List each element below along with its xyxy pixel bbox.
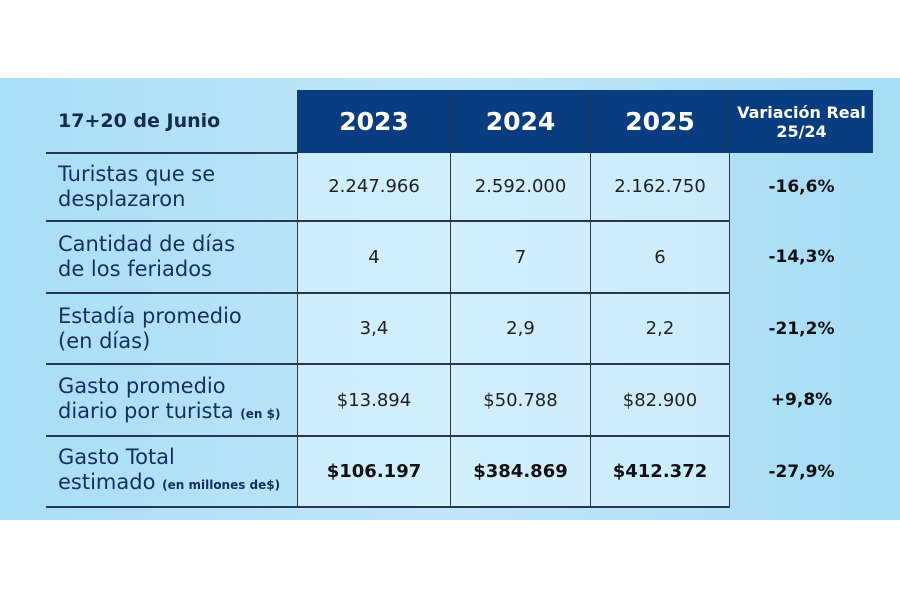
row-label-line1: Turistas que se bbox=[58, 162, 216, 186]
value-cell: 2.592.000 bbox=[450, 153, 591, 222]
row-unit: (en millones de$) bbox=[162, 478, 281, 492]
header-2025: 2025 bbox=[590, 90, 730, 153]
value-cell: 4 bbox=[297, 221, 451, 294]
row-label: Gasto promedio diario por turista (en $) bbox=[46, 364, 298, 437]
tourism-table: 17+20 de Junio 2023 2024 2025 Variación … bbox=[46, 90, 873, 508]
variation-title: Variación Real bbox=[737, 102, 866, 122]
table-row: Cantidad de días de los feriados 4 7 6 -14,3% bbox=[46, 221, 873, 294]
value-cell: $106.197 bbox=[297, 436, 451, 508]
row-label-line2: desplazaron bbox=[58, 187, 186, 211]
value-cell: 3,4 bbox=[297, 293, 451, 365]
variation-cell: +9,8% bbox=[770, 390, 833, 410]
value-cell: $384.869 bbox=[450, 436, 591, 508]
row-label-line2: estimado bbox=[58, 470, 156, 494]
variation-cell: -21,2% bbox=[768, 318, 835, 339]
value-cell: $82.900 bbox=[590, 364, 730, 437]
value-cell: 2.162.750 bbox=[590, 153, 730, 222]
row-label-line2: (en días) bbox=[58, 328, 151, 353]
row-label-line1: Gasto promedio bbox=[58, 373, 226, 398]
row-label-line2: de los feriados bbox=[58, 257, 212, 281]
value-cell: 2,2 bbox=[590, 293, 730, 365]
variation-period: 25/24 bbox=[776, 121, 827, 141]
row-label-line1: Estadía promedio bbox=[58, 303, 242, 328]
value-cell: 2.247.966 bbox=[297, 153, 451, 222]
value-cell: 7 bbox=[450, 221, 591, 294]
value-cell: 6 bbox=[590, 221, 730, 294]
table-row: Turistas que se desplazaron 2.247.966 2.592… bbox=[46, 153, 873, 222]
row-label: Estadía promedio (en días) bbox=[46, 293, 298, 365]
row-label-line2: diario por turista bbox=[58, 398, 234, 423]
value-cell: $13.894 bbox=[297, 364, 451, 437]
table-row: Gasto Total estimado (en millones de$) $10… bbox=[46, 436, 873, 508]
row-unit: (en $) bbox=[240, 406, 281, 421]
header-variation: Variación Real 25/24 bbox=[729, 90, 873, 153]
value-cell: 2,9 bbox=[450, 293, 591, 365]
row-label-line1: Cantidad de días bbox=[58, 232, 236, 256]
table-title: 17+20 de Junio bbox=[46, 90, 298, 154]
value-cell: $50.788 bbox=[450, 364, 591, 437]
variation-cell: -16,6% bbox=[768, 177, 835, 197]
table-row: Gasto promedio diario por turista (en $) $… bbox=[46, 364, 873, 437]
row-label: Turistas que se desplazaron bbox=[46, 153, 298, 222]
row-label: Gasto Total estimado (en millones de$) bbox=[46, 436, 298, 508]
row-label-line1: Gasto Total bbox=[58, 445, 175, 469]
row-label: Cantidad de días de los feriados bbox=[46, 221, 298, 294]
variation-cell: -27,9% bbox=[768, 461, 835, 482]
table-row: Estadía promedio (en días) 3,4 2,9 2,2 -21,2% bbox=[46, 293, 873, 365]
header-2023: 2023 bbox=[297, 90, 451, 153]
value-cell: $412.372 bbox=[590, 436, 730, 508]
variation-cell: -14,3% bbox=[768, 247, 835, 267]
header-2024: 2024 bbox=[450, 90, 591, 153]
